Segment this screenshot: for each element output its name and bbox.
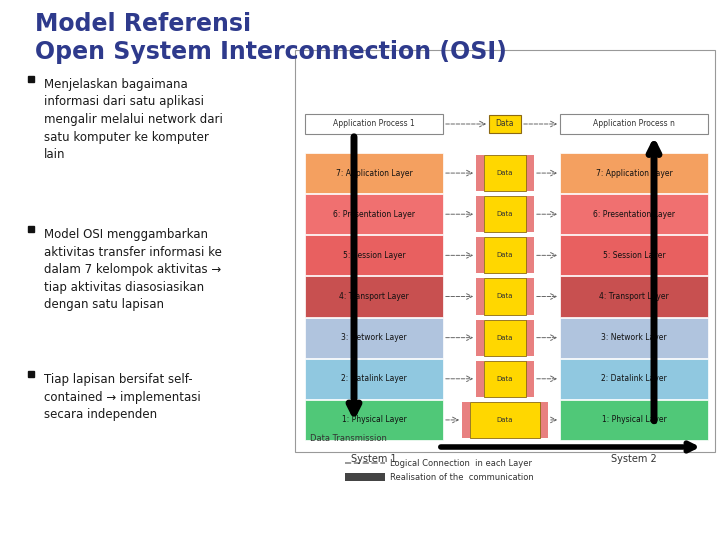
Text: Open System Interconnection (OSI): Open System Interconnection (OSI) <box>35 40 507 64</box>
Text: Tiap lapisan bersifat self-
contained → implementasi
secara independen: Tiap lapisan bersifat self- contained → … <box>44 373 201 421</box>
Text: Data: Data <box>497 252 513 258</box>
Bar <box>345 473 385 481</box>
Text: 6: Presentation Layer: 6: Presentation Layer <box>593 210 675 219</box>
Bar <box>526 155 534 191</box>
Text: Realisation of the  communication: Realisation of the communication <box>390 472 534 482</box>
Bar <box>476 155 484 191</box>
Text: Data Transmission: Data Transmission <box>310 434 387 443</box>
Bar <box>484 196 526 232</box>
Text: Application Process 1: Application Process 1 <box>333 119 415 129</box>
Text: 5: Session Layer: 5: Session Layer <box>343 251 405 260</box>
Bar <box>560 359 708 399</box>
Text: Model Referensi: Model Referensi <box>35 12 251 36</box>
Bar <box>560 235 708 275</box>
Text: 3: Network Layer: 3: Network Layer <box>341 333 407 342</box>
Bar <box>476 361 484 397</box>
Bar <box>484 279 526 315</box>
Bar <box>560 318 708 357</box>
Text: Data: Data <box>497 211 513 217</box>
Bar <box>484 361 526 397</box>
Text: 2: Datalink Layer: 2: Datalink Layer <box>341 374 407 383</box>
Bar <box>305 359 443 399</box>
Bar <box>489 115 521 133</box>
Bar <box>484 237 526 273</box>
Bar <box>28 226 34 232</box>
Bar <box>560 194 708 234</box>
Bar <box>526 279 534 315</box>
Text: 7: Application Layer: 7: Application Layer <box>336 168 413 178</box>
Bar <box>28 76 34 82</box>
Text: Application Process n: Application Process n <box>593 119 675 129</box>
Bar <box>484 320 526 356</box>
Bar <box>560 276 708 316</box>
Bar <box>305 114 443 134</box>
Text: System 1: System 1 <box>351 454 397 464</box>
Bar <box>476 279 484 315</box>
Bar <box>305 318 443 357</box>
Bar <box>540 402 548 438</box>
Text: 3: Network Layer: 3: Network Layer <box>601 333 667 342</box>
Bar <box>295 50 715 452</box>
Bar <box>560 153 708 193</box>
Text: 7: Application Layer: 7: Application Layer <box>595 168 672 178</box>
Bar <box>560 114 708 134</box>
Text: Data: Data <box>497 170 513 176</box>
Text: 6: Presentation Layer: 6: Presentation Layer <box>333 210 415 219</box>
Text: Data: Data <box>496 119 514 129</box>
Bar <box>470 402 540 438</box>
Bar <box>560 400 708 440</box>
Bar <box>476 196 484 232</box>
Bar <box>476 320 484 356</box>
Bar <box>526 361 534 397</box>
Bar <box>305 400 443 440</box>
Text: 4: Transport Layer: 4: Transport Layer <box>599 292 669 301</box>
Text: System 2: System 2 <box>611 454 657 464</box>
Bar <box>526 237 534 273</box>
Bar <box>526 196 534 232</box>
Bar <box>526 320 534 356</box>
Text: 2: Datalink Layer: 2: Datalink Layer <box>601 374 667 383</box>
Bar <box>484 155 526 191</box>
Text: Data: Data <box>497 376 513 382</box>
Bar <box>28 371 34 377</box>
Text: 1: Physical Layer: 1: Physical Layer <box>602 415 667 424</box>
Text: Data: Data <box>497 417 513 423</box>
Text: Logical Connection  in each Layer: Logical Connection in each Layer <box>390 458 532 468</box>
Text: Model OSI menggambarkan
aktivitas transfer informasi ke
dalam 7 kelompok aktivit: Model OSI menggambarkan aktivitas transf… <box>44 228 222 311</box>
Bar <box>305 194 443 234</box>
Bar <box>305 235 443 275</box>
Bar <box>476 237 484 273</box>
Bar <box>305 276 443 316</box>
Text: Data: Data <box>497 294 513 300</box>
Text: 5: Session Layer: 5: Session Layer <box>603 251 665 260</box>
Text: Data: Data <box>497 335 513 341</box>
Text: 4: Transport Layer: 4: Transport Layer <box>339 292 409 301</box>
Text: 1: Physical Layer: 1: Physical Layer <box>341 415 406 424</box>
Text: Menjelaskan bagaimana
informasi dari satu aplikasi
mengalir melalui network dari: Menjelaskan bagaimana informasi dari sat… <box>44 78 223 161</box>
Bar <box>305 153 443 193</box>
Bar <box>462 402 470 438</box>
